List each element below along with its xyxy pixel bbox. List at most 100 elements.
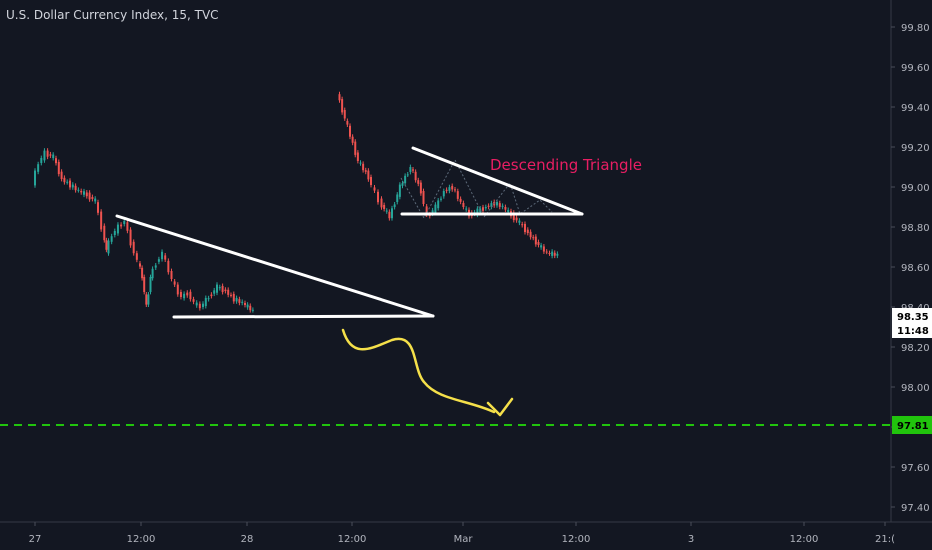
- candle-body: [74, 185, 77, 191]
- candle-body: [145, 294, 148, 305]
- candle-body: [66, 181, 69, 183]
- candle-body: [149, 277, 152, 292]
- candle-body: [398, 184, 401, 197]
- candle-body: [227, 289, 230, 295]
- candle-body: [91, 197, 94, 199]
- price-tick-label: 98.20: [901, 343, 930, 354]
- time-tick-label: 21:(: [875, 534, 895, 545]
- candle-body: [425, 206, 428, 215]
- candle-body: [445, 189, 448, 191]
- candle-body: [77, 189, 80, 191]
- symbol-title: U.S. Dollar Currency Index, 15, TVC: [6, 8, 219, 22]
- candle-body: [167, 260, 170, 273]
- candle-body: [141, 267, 144, 279]
- candle-body: [49, 154, 52, 156]
- candle-body: [442, 191, 445, 197]
- candle-body: [161, 251, 164, 260]
- candle-body: [412, 169, 414, 171]
- candle-body: [490, 203, 493, 207]
- candle-body: [383, 205, 386, 209]
- price-tick-label: 97.60: [901, 463, 930, 474]
- candle-body: [388, 211, 391, 219]
- candle-body: [179, 292, 182, 297]
- candle-body: [94, 198, 97, 202]
- candle-body: [210, 294, 213, 297]
- time-tick-label: 12:00: [790, 534, 819, 545]
- current-price-tag: [892, 308, 932, 338]
- candle-body: [440, 198, 442, 200]
- candle-body: [341, 99, 344, 113]
- candle-body: [501, 205, 504, 207]
- candle-body: [129, 229, 132, 246]
- candle-body: [202, 303, 204, 307]
- candle-body: [55, 158, 57, 164]
- candle-body: [80, 191, 83, 193]
- candle-body: [123, 221, 126, 224]
- candle-body: [63, 177, 66, 183]
- triangle-2-resistance-line[interactable]: [411, 146, 584, 216]
- candle-body: [60, 171, 63, 179]
- candle-body: [173, 281, 176, 285]
- candle-body: [113, 231, 116, 235]
- target-price-tag: [892, 416, 932, 434]
- candle-body: [97, 202, 99, 213]
- candle-body: [521, 224, 524, 226]
- candle-body: [380, 198, 383, 208]
- candle-body: [251, 309, 254, 311]
- price-tick-label: 99.60: [901, 63, 930, 74]
- price-tick-label: 98.80: [901, 223, 930, 234]
- candle-body: [52, 154, 55, 159]
- candle-body: [537, 242, 540, 245]
- time-tick-label: 12:00: [338, 534, 367, 545]
- time-tick-label: Mar: [454, 534, 474, 545]
- price-tick-label: 98.60: [901, 263, 930, 274]
- candle-body: [556, 253, 559, 256]
- candle-body: [370, 177, 372, 185]
- candle-body: [204, 297, 207, 307]
- candle-body: [545, 251, 548, 253]
- candle-body: [542, 246, 545, 252]
- candle-body: [107, 240, 110, 254]
- price-tick-label: 99.80: [901, 23, 930, 34]
- candle-body: [69, 180, 71, 188]
- candle-body: [232, 293, 235, 302]
- candle-body: [504, 207, 507, 210]
- candle-body: [176, 284, 179, 295]
- candle-body: [126, 222, 129, 231]
- bar-countdown-label: 11:48: [897, 326, 929, 337]
- candle-body: [515, 217, 518, 221]
- candle-body: [238, 299, 241, 303]
- candle-body: [218, 287, 221, 289]
- candle-body: [391, 208, 393, 219]
- candle-body: [147, 294, 150, 305]
- candle-body: [346, 120, 349, 125]
- candle-body: [120, 224, 123, 227]
- candle-body: [198, 303, 201, 309]
- time-tick-label: 12:00: [562, 534, 591, 545]
- candle-body: [37, 164, 40, 172]
- candle-body: [192, 299, 195, 302]
- candle-body: [224, 289, 227, 291]
- triangle-1-resistance-line[interactable]: [115, 214, 435, 318]
- candle-body: [88, 192, 91, 200]
- candle-body: [532, 237, 535, 239]
- candle-body: [356, 152, 359, 161]
- time-tick-label: 28: [241, 534, 254, 545]
- candle-body: [518, 220, 521, 223]
- candle-body: [249, 305, 252, 311]
- candle-body: [359, 162, 362, 164]
- triangle-1-support-line[interactable]: [172, 314, 435, 319]
- forecast-arrow-head: [486, 397, 514, 417]
- candle-body: [548, 253, 551, 254]
- candle-body: [377, 191, 379, 203]
- forecast-arrow-path[interactable]: [341, 328, 496, 414]
- candle-body: [507, 209, 510, 213]
- candle-body: [213, 290, 216, 294]
- candle-body: [105, 240, 108, 250]
- candle-body: [40, 158, 43, 163]
- candle-body: [414, 171, 417, 181]
- price-tick-label: 97.40: [901, 503, 930, 514]
